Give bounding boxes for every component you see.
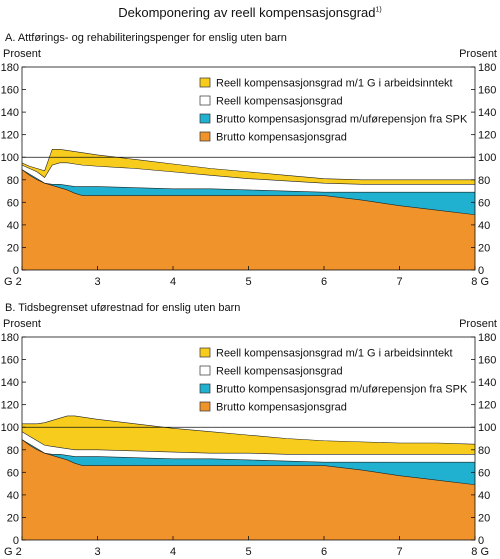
y-tick-label-right: 80 xyxy=(478,175,490,187)
y-axis-label-right: Prosent xyxy=(459,48,497,60)
legend-swatch-2 xyxy=(199,95,211,106)
series-line-0 xyxy=(21,439,476,486)
x-tick-label: 8 G xyxy=(471,546,489,558)
legend-label-2: Reell kompensasjonsgrad xyxy=(216,96,343,108)
legend-label-1: Brutto kompensasjonsgrad m/uførepensjon … xyxy=(216,384,468,396)
y-tick-label-left: 100 xyxy=(1,152,19,164)
y-axis-label-right: Prosent xyxy=(459,318,497,330)
series-line-0 xyxy=(21,169,476,216)
panel-b: B. Tidsbegrenset uførestnad for enslig u… xyxy=(1,302,497,558)
y-tick-label-right: 160 xyxy=(478,85,496,97)
y-tick-label-right: 20 xyxy=(478,242,490,254)
legend-label-3: Reell kompensasjonsgrad m/1 G i arbeidsi… xyxy=(216,78,453,90)
y-tick-label-right: 0 xyxy=(478,535,484,547)
x-tick-label: 3 xyxy=(94,546,100,558)
y-tick-label-left: 180 xyxy=(1,332,19,344)
y-tick-label-right: 180 xyxy=(478,62,496,74)
y-tick-label-left: 40 xyxy=(7,220,19,232)
x-tick-label: 3 xyxy=(94,276,100,288)
y-tick-label-left: 20 xyxy=(7,512,19,524)
y-tick-label-left: 0 xyxy=(13,265,19,277)
y-tick-label-left: 60 xyxy=(7,197,19,209)
series-area-0 xyxy=(22,169,475,270)
y-tick-label-right: 60 xyxy=(478,467,490,479)
y-tick-label-left: 80 xyxy=(7,175,19,187)
y-tick-label-left: 100 xyxy=(1,422,19,434)
x-tick-label: G 2 xyxy=(4,546,22,558)
y-tick-label-right: 100 xyxy=(478,422,496,434)
x-tick-label: 4 xyxy=(170,276,176,288)
y-tick-label-right: 0 xyxy=(478,265,484,277)
legend-label-2: Reell kompensasjonsgrad xyxy=(216,366,343,378)
y-tick-label-left: 180 xyxy=(1,62,19,74)
y-tick-label-left: 80 xyxy=(7,445,19,457)
y-axis-label-left: Prosent xyxy=(3,318,41,330)
x-tick-label: 6 xyxy=(321,546,327,558)
y-axis-label-left: Prosent xyxy=(3,48,41,60)
legend-label-0: Brutto kompensasjonsgrad xyxy=(216,132,347,144)
y-tick-label-right: 100 xyxy=(478,152,496,164)
x-tick-label: G 2 xyxy=(4,276,22,288)
y-tick-label-right: 40 xyxy=(478,490,490,502)
legend-swatch-1 xyxy=(199,113,211,124)
x-tick-label: 6 xyxy=(321,276,327,288)
y-tick-label-left: 0 xyxy=(13,535,19,547)
legend-swatch-3 xyxy=(199,347,211,358)
legend-swatch-0 xyxy=(199,131,211,142)
legend-label-3: Reell kompensasjonsgrad m/1 G i arbeidsi… xyxy=(216,348,453,360)
figure-title-text: Dekomponering av reell kompensasjonsgrad xyxy=(118,5,376,20)
y-tick-label-left: 120 xyxy=(1,130,19,142)
y-tick-label-right: 20 xyxy=(478,512,490,524)
figure-title: Dekomponering av reell kompensasjonsgrad… xyxy=(0,5,500,20)
y-tick-label-left: 160 xyxy=(1,355,19,367)
y-tick-label-right: 180 xyxy=(478,332,496,344)
y-tick-label-right: 140 xyxy=(478,107,496,119)
series-line-2 xyxy=(21,431,475,455)
x-tick-label: 8 G xyxy=(471,276,489,288)
y-tick-label-left: 140 xyxy=(1,107,19,119)
panel-title: B. Tidsbegrenset uførestnad for enslig u… xyxy=(5,302,240,314)
y-tick-label-right: 120 xyxy=(478,130,496,142)
x-tick-label: 7 xyxy=(396,546,402,558)
panel-a: A. Attførings- og rehabiliteringspenger … xyxy=(1,32,497,288)
legend-swatch-3 xyxy=(199,77,211,88)
legend-label-0: Brutto kompensasjonsgrad xyxy=(216,402,347,414)
legend-label-1: Brutto kompensasjonsgrad m/uførepensjon … xyxy=(216,114,468,126)
legend-swatch-1 xyxy=(199,383,211,394)
y-tick-label-left: 20 xyxy=(7,242,19,254)
x-tick-label: 5 xyxy=(245,546,251,558)
x-tick-label: 7 xyxy=(396,276,402,288)
panel-title: A. Attførings- og rehabiliteringspenger … xyxy=(5,32,287,44)
y-tick-label-right: 120 xyxy=(478,400,496,412)
series-line-2 xyxy=(21,162,475,185)
y-tick-label-right: 40 xyxy=(478,220,490,232)
legend-swatch-0 xyxy=(199,401,211,412)
legend-swatch-2 xyxy=(199,365,211,376)
y-tick-label-left: 140 xyxy=(1,377,19,389)
y-tick-label-left: 60 xyxy=(7,467,19,479)
y-tick-label-left: 40 xyxy=(7,490,19,502)
y-tick-label-right: 140 xyxy=(478,377,496,389)
y-tick-label-left: 160 xyxy=(1,85,19,97)
figure-title-footnote: 1) xyxy=(375,6,382,14)
x-tick-label: 5 xyxy=(245,276,251,288)
y-tick-label-left: 120 xyxy=(1,400,19,412)
y-tick-label-right: 60 xyxy=(478,197,490,209)
x-tick-label: 4 xyxy=(170,546,176,558)
series-area-0 xyxy=(22,439,475,540)
series-line-3 xyxy=(22,415,476,445)
y-tick-label-right: 80 xyxy=(478,445,490,457)
y-tick-label-right: 160 xyxy=(478,355,496,367)
